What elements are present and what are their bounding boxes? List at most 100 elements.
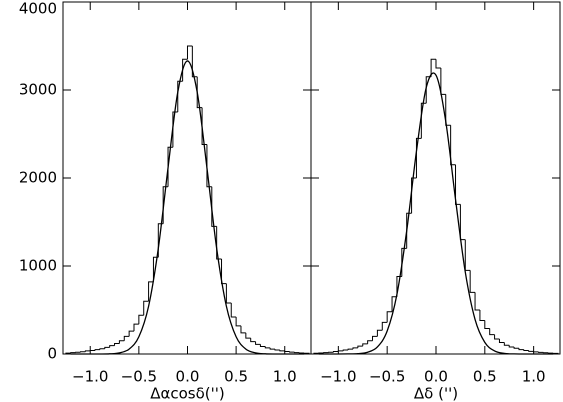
histogram-step (523, 349, 529, 351)
histogram-step (498, 339, 505, 344)
histogram-step (459, 204, 466, 241)
histogram-step (494, 334, 500, 340)
histogram-step (533, 351, 539, 353)
histogram-step (376, 329, 383, 337)
histogram-step (172, 111, 178, 148)
histogram-step (440, 68, 446, 95)
histogram-step (352, 347, 358, 350)
histogram-step (411, 177, 417, 214)
y-tick-label: 4000 (19, 0, 57, 18)
histogram-step (274, 349, 280, 351)
fit-curve (318, 72, 554, 355)
histogram-step (94, 349, 100, 351)
histogram-step (279, 350, 285, 352)
histogram-step (337, 350, 344, 352)
histogram-step (284, 350, 290, 353)
histogram-step (250, 338, 256, 343)
x-tick-label: 1.0 (273, 368, 297, 386)
histogram-step (133, 323, 139, 332)
histogram-step (406, 212, 412, 249)
histogram-step (211, 186, 217, 227)
histogram-step (128, 330, 134, 337)
histogram-step (123, 335, 130, 341)
fit-curve (70, 60, 305, 355)
x-axis-label: Δαcosδ('') (150, 385, 225, 402)
histogram-step (230, 302, 237, 318)
x-tick-label: −1.0 (72, 368, 108, 386)
histogram-step (464, 239, 471, 271)
histogram-step (255, 341, 261, 345)
histogram-step (65, 352, 71, 354)
histogram-step (430, 58, 436, 77)
histogram-step (289, 351, 295, 353)
histogram-step (489, 328, 495, 336)
histogram-step (313, 352, 319, 354)
histogram-step (513, 346, 519, 349)
histogram-step (484, 320, 490, 329)
histogram-step (114, 342, 120, 346)
y-tick-label: 3000 (19, 81, 57, 99)
histogram-step (245, 332, 251, 339)
histogram-step (357, 345, 363, 348)
histogram-step (474, 292, 480, 311)
histogram-step (177, 80, 183, 112)
histogram-step (99, 348, 105, 350)
histogram-step (362, 343, 368, 347)
histogram-step (303, 352, 310, 354)
histogram-step (372, 335, 378, 341)
x-axis-label: Δδ ('') (414, 385, 458, 402)
histogram-step (148, 281, 154, 302)
histogram-step (167, 146, 173, 187)
histogram-step (196, 76, 203, 109)
histogram-step (216, 226, 222, 260)
histogram-step (186, 45, 193, 60)
histogram-step (347, 348, 353, 351)
histogram-step (225, 283, 232, 304)
histogram-step (552, 352, 559, 354)
histogram-step (206, 144, 212, 188)
histogram-step (118, 340, 125, 344)
histogram-step (538, 351, 544, 353)
x-tick-label: 0.0 (424, 368, 448, 386)
histogram-step (259, 344, 266, 348)
histogram-step (503, 342, 510, 346)
histogram-step (450, 125, 456, 166)
histogram-step (508, 345, 515, 348)
x-tick-label: −0.5 (121, 368, 157, 386)
histogram-step (332, 351, 339, 353)
y-tick-label: 2000 (19, 169, 57, 187)
histogram-step (264, 346, 271, 349)
histogram-step (191, 46, 198, 78)
histogram-step (386, 311, 393, 323)
x-tick-label: −1.0 (320, 368, 356, 386)
histogram-step (391, 296, 397, 312)
y-tick-label: 0 (47, 345, 57, 363)
histogram-step (109, 345, 115, 348)
histogram-step (201, 107, 207, 146)
x-tick-label: −0.5 (369, 368, 405, 386)
histogram-step (415, 137, 422, 178)
histogram-step (143, 300, 149, 316)
histogram-step (367, 340, 373, 344)
x-tick-label: 0.5 (473, 368, 497, 386)
histogram-step (221, 258, 227, 285)
histogram-step (455, 164, 461, 205)
histogram-step (240, 325, 246, 334)
histogram-step (182, 58, 188, 82)
histogram-step (528, 350, 534, 352)
histogram-step (381, 321, 388, 331)
x-tick-label: 1.0 (522, 368, 546, 386)
plot-frame (310, 1, 561, 355)
histogram-step (342, 349, 349, 351)
histogram-step (138, 314, 144, 325)
histogram-step (235, 317, 241, 327)
histogram-step (269, 347, 276, 350)
x-tick-label: 0.0 (176, 368, 200, 386)
histogram-step (469, 270, 476, 293)
x-tick-label: 0.5 (224, 368, 248, 386)
histogram-step (420, 102, 427, 139)
histogram-step (293, 352, 300, 354)
histogram-step (104, 346, 110, 349)
histogram-step (84, 350, 91, 352)
